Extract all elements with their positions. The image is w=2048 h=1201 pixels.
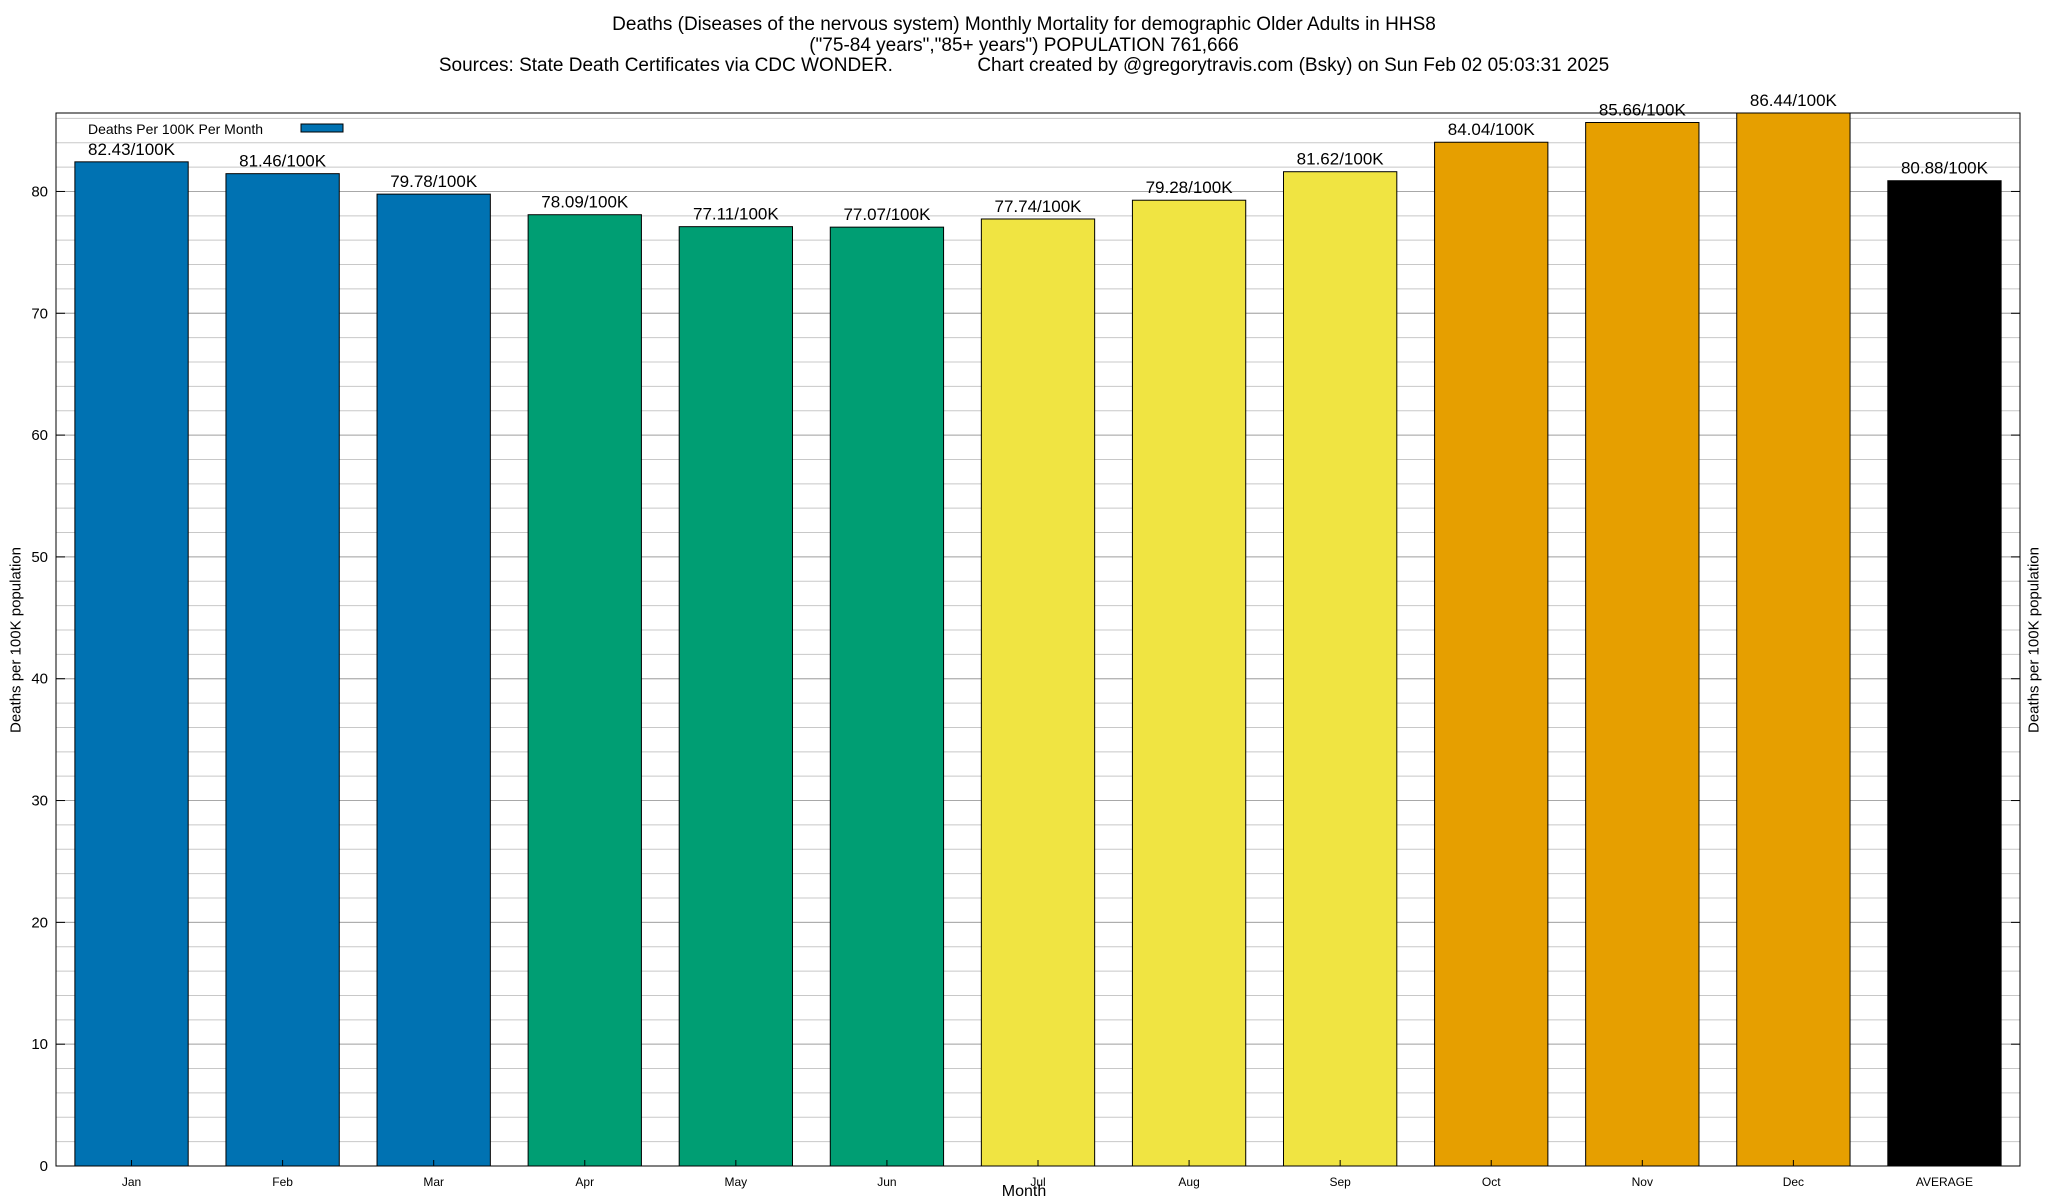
data-label: 80.88/100K	[1901, 159, 1989, 178]
bar	[225, 173, 340, 1167]
bar	[527, 214, 642, 1167]
data-label: 81.46/100K	[239, 152, 327, 171]
bar	[1434, 141, 1549, 1167]
y-tick-label: 40	[31, 671, 48, 688]
bar	[1131, 199, 1247, 1167]
bar	[376, 193, 491, 1167]
x-tick-label: Aug	[1178, 1175, 1199, 1189]
legend-swatch	[300, 123, 344, 133]
y-axis-label-right: Deaths per 100K population	[2025, 547, 2043, 733]
x-tick-label: Mar	[423, 1175, 444, 1189]
legend-label: Deaths Per 100K Per Month	[88, 121, 263, 137]
chart-title: Deaths (Diseases of the nervous system) …	[612, 14, 1436, 35]
y-tick-label: 30	[31, 793, 48, 810]
data-label: 86.44/100K	[1750, 91, 1838, 110]
data-label: 77.74/100K	[995, 197, 1083, 216]
data-label: 78.09/100K	[541, 193, 629, 212]
x-tick-label: Nov	[1632, 1175, 1653, 1189]
x-tick-label: Dec	[1783, 1175, 1804, 1189]
data-label: 77.07/100K	[843, 205, 931, 224]
y-axis-label-left: Deaths per 100K population	[7, 547, 25, 733]
data-label: 77.11/100K	[693, 205, 779, 224]
x-tick-label: AVERAGE	[1916, 1175, 1973, 1189]
bar	[1736, 112, 1851, 1167]
chart-source-credit: Sources: State Death Certificates via CD…	[438, 55, 1610, 76]
x-tick-label: Feb	[272, 1175, 293, 1189]
y-tick-label: 50	[31, 549, 48, 566]
x-tick-label: May	[725, 1175, 748, 1189]
data-label: 82.43/100K	[88, 140, 176, 159]
data-label: 79.78/100K	[390, 172, 478, 191]
x-tick-label: Apr	[575, 1175, 594, 1189]
data-label: 85.66/100K	[1599, 101, 1687, 120]
x-tick-label: Oct	[1482, 1175, 1501, 1189]
bar	[678, 226, 794, 1167]
chart-subtitle: ("75-84 years","85+ years") POPULATION 7…	[809, 35, 1239, 56]
bar	[1283, 171, 1398, 1167]
bar	[829, 226, 945, 1167]
bar	[1887, 180, 2002, 1167]
x-tick-label: Jan	[122, 1175, 141, 1189]
bar	[1585, 122, 1700, 1167]
y-tick-label: 70	[31, 305, 48, 322]
bar	[74, 161, 189, 1167]
y-tick-label: 60	[31, 427, 48, 444]
data-label: 84.04/100K	[1448, 120, 1536, 139]
x-tick-label: Sep	[1329, 1175, 1351, 1189]
data-label: 81.62/100K	[1297, 150, 1385, 169]
y-tick-label: 10	[31, 1036, 48, 1053]
y-tick-label: 80	[31, 183, 48, 200]
x-tick-label: Jun	[877, 1175, 896, 1189]
plot-frame	[55, 112, 2021, 1167]
y-tick-label: 0	[40, 1158, 48, 1175]
y-tick-label: 20	[31, 914, 48, 931]
data-label: 79.28/100K	[1146, 178, 1234, 197]
bar	[980, 218, 1096, 1167]
x-axis-label: Month	[1001, 1183, 1047, 1200]
x-tick-label: Jul	[1030, 1175, 1045, 1189]
